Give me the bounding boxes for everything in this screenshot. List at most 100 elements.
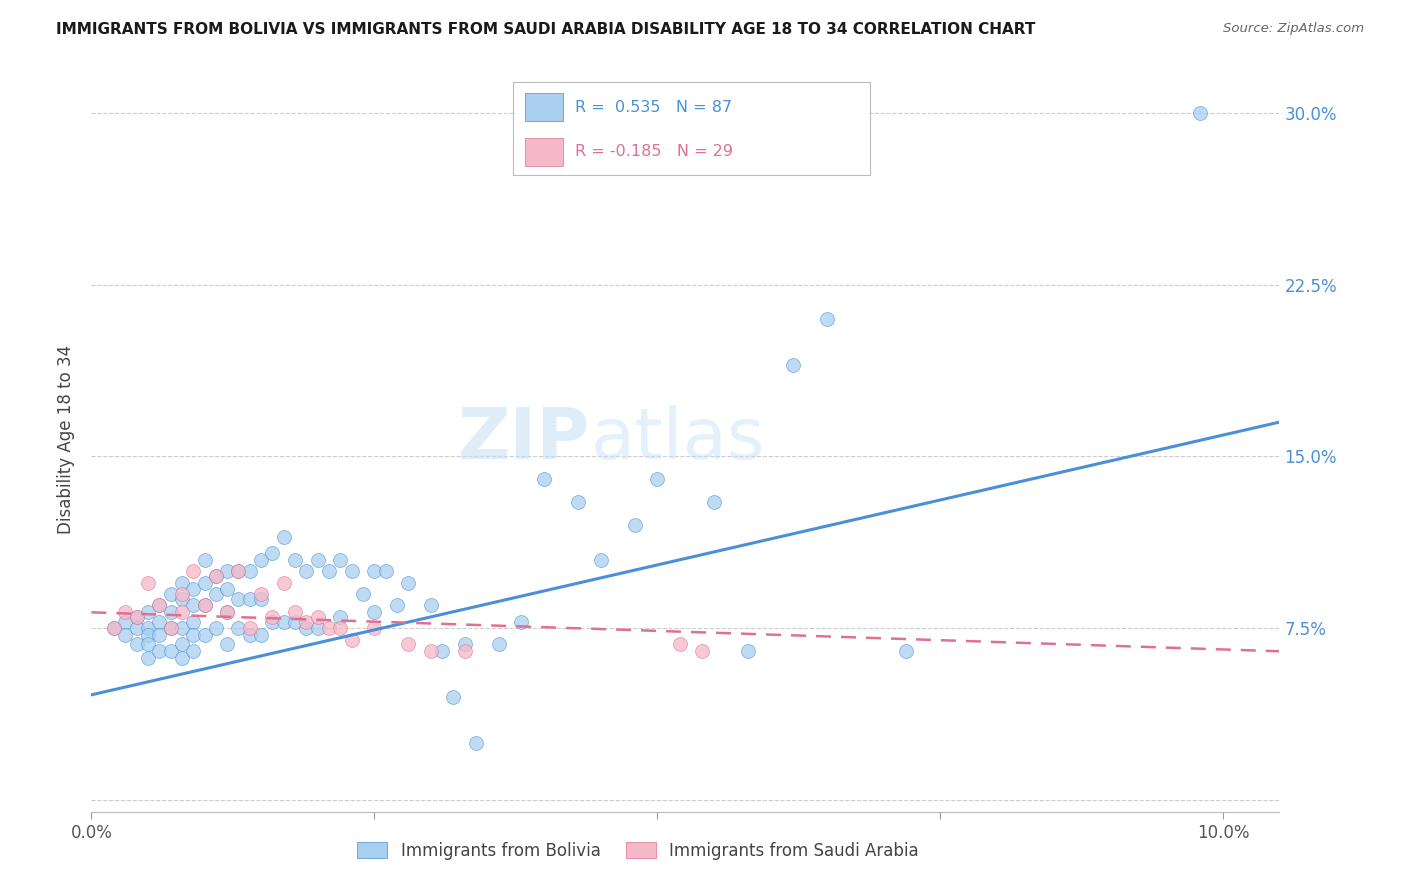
Point bbox=[533, 472, 555, 486]
Point bbox=[114, 605, 136, 619]
Point bbox=[170, 587, 193, 601]
Point bbox=[228, 621, 250, 635]
Point bbox=[295, 621, 318, 635]
Point bbox=[125, 621, 148, 635]
Point bbox=[318, 621, 340, 635]
Point bbox=[284, 605, 307, 619]
Point bbox=[419, 644, 441, 658]
Point bbox=[737, 644, 759, 658]
Point bbox=[170, 621, 193, 635]
Bar bbox=[524, 93, 562, 121]
Point bbox=[193, 599, 215, 613]
Point bbox=[329, 610, 352, 624]
Point bbox=[114, 628, 136, 642]
Point bbox=[352, 587, 374, 601]
Point bbox=[228, 564, 250, 578]
Point bbox=[567, 495, 589, 509]
Point bbox=[250, 587, 273, 601]
Point bbox=[148, 644, 170, 658]
Point bbox=[396, 637, 419, 651]
Point bbox=[329, 621, 352, 635]
Point bbox=[148, 615, 170, 629]
Point bbox=[181, 582, 204, 597]
Point bbox=[262, 610, 284, 624]
Point bbox=[181, 599, 204, 613]
Point bbox=[318, 564, 340, 578]
Point bbox=[193, 628, 215, 642]
Point bbox=[239, 591, 262, 606]
Point bbox=[329, 552, 352, 566]
Text: Source: ZipAtlas.com: Source: ZipAtlas.com bbox=[1223, 22, 1364, 36]
Point bbox=[205, 587, 228, 601]
Y-axis label: Disability Age 18 to 34: Disability Age 18 to 34 bbox=[58, 344, 76, 534]
Point bbox=[170, 637, 193, 651]
Point bbox=[623, 518, 645, 533]
Point bbox=[443, 690, 465, 705]
Point bbox=[454, 644, 477, 658]
Point bbox=[894, 644, 917, 658]
Point bbox=[703, 495, 725, 509]
Point bbox=[125, 610, 148, 624]
Point bbox=[295, 615, 318, 629]
Point bbox=[295, 564, 318, 578]
Point bbox=[181, 615, 204, 629]
Point bbox=[193, 552, 215, 566]
Point bbox=[159, 621, 181, 635]
Point bbox=[148, 599, 170, 613]
Point bbox=[159, 644, 181, 658]
Point bbox=[374, 564, 396, 578]
Point bbox=[262, 546, 284, 560]
Point bbox=[136, 575, 159, 590]
Text: ZIP: ZIP bbox=[458, 405, 591, 474]
Point bbox=[262, 615, 284, 629]
Bar bbox=[524, 137, 562, 166]
Point bbox=[363, 605, 385, 619]
Point bbox=[159, 605, 181, 619]
Point bbox=[148, 599, 170, 613]
Point bbox=[273, 575, 295, 590]
Point bbox=[419, 599, 441, 613]
Point bbox=[340, 632, 363, 647]
Point bbox=[114, 615, 136, 629]
Point bbox=[396, 575, 419, 590]
Point bbox=[340, 564, 363, 578]
Legend: Immigrants from Bolivia, Immigrants from Saudi Arabia: Immigrants from Bolivia, Immigrants from… bbox=[350, 836, 925, 867]
Point bbox=[239, 621, 262, 635]
Text: R = -0.185   N = 29: R = -0.185 N = 29 bbox=[575, 145, 733, 160]
Point bbox=[170, 651, 193, 665]
Point bbox=[228, 591, 250, 606]
Point bbox=[782, 358, 804, 372]
Point bbox=[307, 552, 329, 566]
Point bbox=[815, 312, 838, 326]
Point bbox=[385, 599, 408, 613]
Point bbox=[181, 644, 204, 658]
Point bbox=[205, 568, 228, 582]
Point bbox=[273, 530, 295, 544]
Point bbox=[181, 564, 204, 578]
Point bbox=[645, 472, 668, 486]
Point bbox=[589, 552, 612, 566]
Point bbox=[250, 591, 273, 606]
Point bbox=[239, 628, 262, 642]
Point bbox=[193, 575, 215, 590]
Text: R =  0.535   N = 87: R = 0.535 N = 87 bbox=[575, 100, 733, 114]
Point bbox=[136, 621, 159, 635]
Point bbox=[430, 644, 453, 658]
Point bbox=[488, 637, 510, 651]
Point bbox=[217, 582, 239, 597]
Point bbox=[181, 628, 204, 642]
Point bbox=[363, 621, 385, 635]
Point bbox=[217, 637, 239, 651]
Point bbox=[136, 628, 159, 642]
Point bbox=[217, 605, 239, 619]
Point bbox=[228, 564, 250, 578]
Point bbox=[205, 568, 228, 582]
Point bbox=[307, 610, 329, 624]
Point bbox=[250, 628, 273, 642]
Point bbox=[284, 615, 307, 629]
Point bbox=[193, 599, 215, 613]
Point bbox=[103, 621, 125, 635]
Point bbox=[103, 621, 125, 635]
Point bbox=[454, 637, 477, 651]
Point bbox=[465, 736, 488, 750]
